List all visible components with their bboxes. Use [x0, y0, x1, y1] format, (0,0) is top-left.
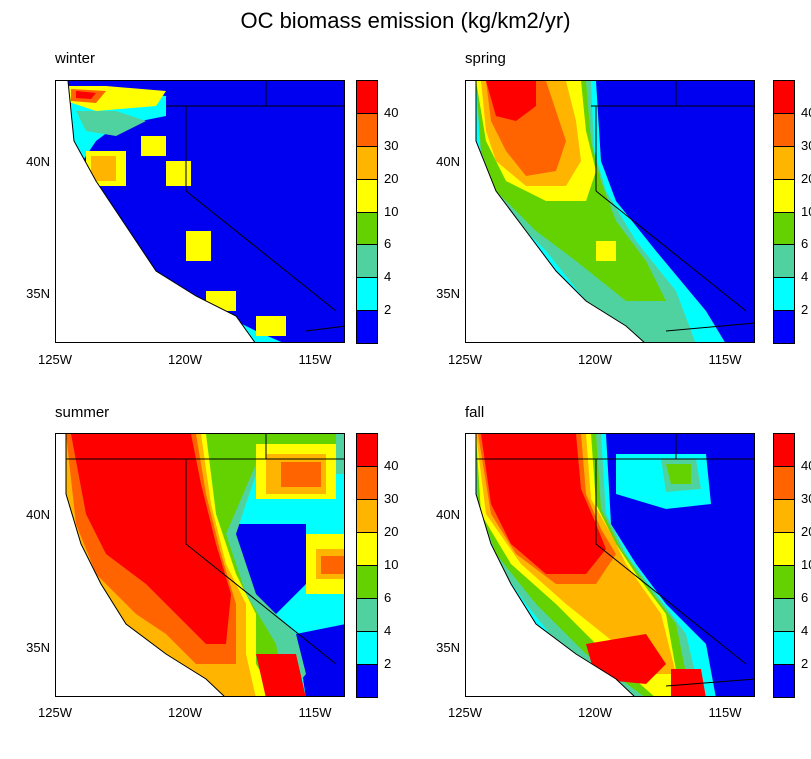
colorbar-label-winter: 2	[384, 302, 392, 318]
lat-label-35n-winter: 35N	[26, 286, 50, 301]
colorbar-swatch-summer	[356, 631, 378, 665]
lon-label-120w-summer: 120W	[168, 705, 202, 720]
colorbar-label-winter: 20	[384, 170, 399, 186]
colorbar-label-spring: 20	[801, 170, 811, 186]
colorbar-swatch-summer	[356, 598, 378, 632]
colorbar-label-summer: 40	[384, 458, 399, 473]
colorbar-label-fall: 20	[801, 524, 811, 539]
lon-label-115w-summer: 115W	[298, 705, 332, 720]
map-summer-svg	[56, 434, 344, 696]
panel-title-spring: spring	[465, 50, 506, 67]
colorbar-swatch-winter	[356, 310, 378, 344]
colorbar-swatch-winter	[356, 80, 378, 114]
lon-label-120w-winter: 120W	[168, 352, 202, 367]
colorbar-swatch-winter	[356, 244, 378, 279]
colorbar-label-spring: 40	[801, 104, 811, 120]
map-spring-svg	[466, 81, 754, 342]
colorbar-swatch-winter	[356, 277, 378, 312]
colorbar-label-fall: 6	[801, 590, 809, 605]
colorbar-swatch-summer	[356, 499, 378, 533]
lat-label-40n-winter: 40N	[26, 154, 50, 169]
colorbar-label-summer: 20	[384, 524, 399, 539]
map-fall-svg	[466, 434, 754, 696]
lon-label-125w-winter: 125W	[38, 352, 72, 367]
colorbar-swatch-spring	[773, 310, 795, 344]
lon-label-125w-spring: 125W	[448, 352, 482, 367]
lat-label-35n-spring: 35N	[436, 286, 460, 301]
colorbar-label-fall: 2	[801, 656, 809, 671]
colorbar-swatch-fall	[773, 631, 795, 665]
colorbar-swatch-spring	[773, 80, 795, 114]
colorbar-label-summer: 2	[384, 656, 392, 671]
colorbar-swatch-spring	[773, 244, 795, 279]
colorbar-swatch-summer	[356, 565, 378, 599]
panel-title-winter: winter	[55, 50, 96, 67]
colorbar-label-spring: 30	[801, 137, 811, 153]
colorbar-label-summer: 10	[384, 557, 399, 572]
colorbar-swatch-summer	[356, 532, 378, 566]
figure-title: OC biomass emission (kg/km2/yr)	[240, 8, 571, 33]
colorbar-swatch-fall	[773, 466, 795, 500]
colorbar-swatch-summer	[356, 433, 378, 467]
map-winter	[55, 80, 345, 343]
lon-label-120w-spring: 120W	[578, 352, 612, 367]
lat-label-40n-summer: 40N	[26, 507, 50, 522]
lat-label-40n-spring: 40N	[436, 154, 460, 169]
colorbar-swatch-spring	[773, 211, 795, 246]
map-fall	[465, 433, 755, 697]
colorbar-label-spring: 6	[801, 236, 809, 252]
lon-label-120w-fall: 120W	[578, 705, 612, 720]
colorbar-label-spring: 4	[801, 269, 809, 285]
colorbar-label-fall: 4	[801, 623, 809, 638]
lon-label-115w-winter: 115W	[298, 352, 332, 367]
colorbar-swatch-fall	[773, 598, 795, 632]
colorbar-swatch-spring	[773, 277, 795, 312]
colorbar-swatch-winter	[356, 211, 378, 246]
map-winter-svg	[56, 81, 344, 342]
colorbar-swatch-spring	[773, 145, 795, 180]
lon-label-125w-summer: 125W	[38, 705, 72, 720]
colorbar-label-summer: 4	[384, 623, 392, 638]
map-spring	[465, 80, 755, 343]
colorbar-label-spring: 10	[801, 203, 811, 219]
colorbar-swatch-winter	[356, 145, 378, 180]
colorbar-label-spring: 2	[801, 302, 809, 318]
colorbar-label-winter: 30	[384, 137, 399, 153]
colorbar-swatch-summer	[356, 664, 378, 698]
lat-label-35n-fall: 35N	[436, 640, 460, 655]
colorbar-swatch-fall	[773, 532, 795, 566]
colorbar-swatch-winter	[356, 178, 378, 213]
colorbar-swatch-fall	[773, 499, 795, 533]
colorbar-label-winter: 4	[384, 269, 392, 285]
panel-title-summer: summer	[55, 404, 110, 421]
lon-label-115w-fall: 115W	[708, 705, 742, 720]
lon-label-125w-fall: 125W	[448, 705, 482, 720]
lat-label-35n-summer: 35N	[26, 640, 50, 655]
colorbar-swatch-summer	[356, 466, 378, 500]
colorbar-label-winter: 40	[384, 104, 399, 120]
colorbar-swatch-fall	[773, 565, 795, 599]
colorbar-swatch-spring	[773, 112, 795, 147]
colorbar-label-fall: 30	[801, 491, 811, 506]
colorbar-label-fall: 10	[801, 557, 811, 572]
lon-label-115w-spring: 115W	[708, 352, 742, 367]
colorbar-label-winter: 6	[384, 236, 392, 252]
colorbar-swatch-spring	[773, 178, 795, 213]
colorbar-label-summer: 6	[384, 590, 392, 605]
colorbar-label-summer: 30	[384, 491, 399, 506]
colorbar-swatch-winter	[356, 112, 378, 147]
colorbar-swatch-fall	[773, 664, 795, 698]
lat-label-40n-fall: 40N	[436, 507, 460, 522]
panel-title-fall: fall	[465, 404, 485, 421]
colorbar-label-winter: 10	[384, 203, 399, 219]
map-summer	[55, 433, 345, 697]
colorbar-label-fall: 40	[801, 458, 811, 473]
colorbar-swatch-fall	[773, 433, 795, 467]
